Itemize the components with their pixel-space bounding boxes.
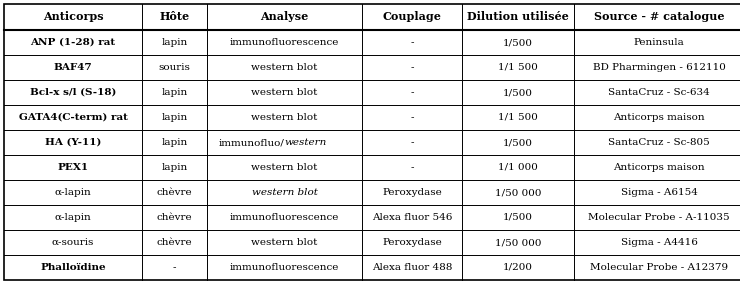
Text: 1/1 500: 1/1 500: [498, 63, 538, 72]
Text: lapin: lapin: [161, 88, 188, 97]
Text: SantaCruz - Sc-634: SantaCruz - Sc-634: [608, 88, 710, 97]
Text: -: -: [410, 138, 414, 147]
Text: α-lapin: α-lapin: [55, 188, 91, 197]
Text: -: -: [410, 163, 414, 172]
Text: Anticorps maison: Anticorps maison: [613, 113, 704, 122]
Text: chèvre: chèvre: [157, 238, 192, 247]
Text: western blot: western blot: [252, 163, 317, 172]
Text: -: -: [410, 88, 414, 97]
Text: Couplage: Couplage: [383, 11, 442, 23]
Text: BAF47: BAF47: [54, 63, 92, 72]
Text: western: western: [284, 138, 327, 147]
Text: chèvre: chèvre: [157, 188, 192, 197]
Text: HA (Y-11): HA (Y-11): [45, 138, 101, 147]
Text: immunofluorescence: immunofluorescence: [230, 213, 339, 222]
Text: 1/1 500: 1/1 500: [498, 113, 538, 122]
Text: western blot: western blot: [252, 188, 317, 197]
Text: Anticorps: Anticorps: [43, 11, 104, 23]
Text: immunofluorescence: immunofluorescence: [230, 263, 339, 272]
Text: 1/500: 1/500: [503, 213, 533, 222]
Text: 1/500: 1/500: [503, 138, 533, 147]
Text: Sigma - A4416: Sigma - A4416: [621, 238, 697, 247]
Text: 1/50 000: 1/50 000: [495, 238, 541, 247]
Text: Peroxydase: Peroxydase: [382, 188, 442, 197]
Text: 1/1 000: 1/1 000: [498, 163, 538, 172]
Text: lapin: lapin: [161, 163, 188, 172]
Text: Peroxydase: Peroxydase: [382, 238, 442, 247]
Text: lapin: lapin: [161, 138, 188, 147]
Text: Peninsula: Peninsula: [633, 38, 684, 47]
Text: western blot: western blot: [252, 113, 317, 122]
Text: GATA4(C-term) rat: GATA4(C-term) rat: [18, 113, 127, 122]
Text: Source - # catalogue: Source - # catalogue: [593, 11, 724, 23]
Text: α-lapin: α-lapin: [55, 213, 91, 222]
Text: Dilution utilisée: Dilution utilisée: [467, 11, 569, 23]
Text: -: -: [410, 113, 414, 122]
Text: western blot: western blot: [252, 88, 317, 97]
Text: BD Pharmingen - 612110: BD Pharmingen - 612110: [593, 63, 725, 72]
Text: lapin: lapin: [161, 113, 188, 122]
Text: Phalloïdine: Phalloïdine: [40, 263, 106, 272]
Text: -: -: [410, 38, 414, 47]
Text: α-souris: α-souris: [52, 238, 94, 247]
Text: Alexa fluor 546: Alexa fluor 546: [371, 213, 452, 222]
Text: immunofluo/: immunofluo/: [218, 138, 284, 147]
Text: SantaCruz - Sc-805: SantaCruz - Sc-805: [608, 138, 710, 147]
Text: Molecular Probe - A-11035: Molecular Probe - A-11035: [588, 213, 730, 222]
Text: western blot: western blot: [252, 238, 317, 247]
Text: lapin: lapin: [161, 38, 188, 47]
Text: Molecular Probe - A12379: Molecular Probe - A12379: [590, 263, 728, 272]
Text: PEX1: PEX1: [58, 163, 89, 172]
Text: western blot: western blot: [252, 63, 317, 72]
Text: -: -: [410, 63, 414, 72]
Text: souris: souris: [158, 63, 190, 72]
Text: 1/500: 1/500: [503, 88, 533, 97]
Text: Alexa fluor 488: Alexa fluor 488: [371, 263, 452, 272]
Text: -: -: [172, 263, 176, 272]
Text: immunofluorescence: immunofluorescence: [230, 38, 339, 47]
Text: Hôte: Hôte: [159, 11, 189, 23]
Text: 1/200: 1/200: [503, 263, 533, 272]
Text: ANP (1-28) rat: ANP (1-28) rat: [30, 38, 115, 47]
Text: 1/500: 1/500: [503, 38, 533, 47]
Text: Analyse: Analyse: [260, 11, 309, 23]
Text: Sigma - A6154: Sigma - A6154: [621, 188, 697, 197]
Text: Anticorps maison: Anticorps maison: [613, 163, 704, 172]
Text: chèvre: chèvre: [157, 213, 192, 222]
Text: 1/50 000: 1/50 000: [495, 188, 541, 197]
Text: Bcl-x s/l (S-18): Bcl-x s/l (S-18): [30, 88, 116, 97]
